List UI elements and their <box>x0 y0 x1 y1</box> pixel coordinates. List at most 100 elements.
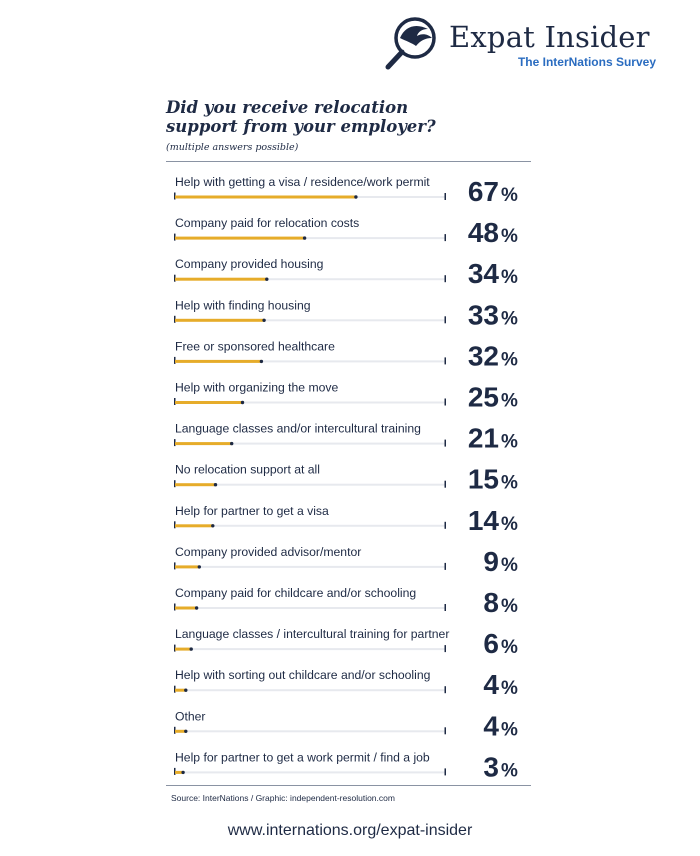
value-label: 9 <box>483 546 499 577</box>
chart-subtitle: (multiple answers possible) <box>166 142 299 153</box>
bar-end-marker <box>240 400 245 405</box>
bar-start-tick <box>174 356 176 364</box>
value-unit: % <box>501 267 518 288</box>
bar-start-tick <box>174 685 176 693</box>
magnifier-bird-icon <box>385 17 436 70</box>
bar-end-tick <box>444 316 446 324</box>
category-label: Help with getting a visa / residence/wor… <box>175 175 430 189</box>
bar-end-tick <box>444 562 446 570</box>
bar-end-marker <box>230 441 234 446</box>
brand-logo-block: Expat Insider The InterNations Survey <box>383 14 668 74</box>
category-label: Help with sorting out childcare and/or s… <box>175 668 430 682</box>
footer-url[interactable]: www.internations.org/expat-insider <box>227 822 473 839</box>
bar <box>175 770 184 774</box>
bar-end-marker <box>262 318 266 322</box>
bar-end-tick <box>444 604 446 611</box>
bar-start-tick <box>174 398 176 405</box>
bar-track <box>175 360 445 363</box>
value-label: 33 <box>468 299 499 330</box>
bar-end-marker <box>211 524 215 528</box>
value-unit: % <box>501 596 518 617</box>
bar-start-tick <box>174 603 176 611</box>
bar-start-tick <box>174 480 176 488</box>
value-label: 48 <box>468 217 499 248</box>
bar-track <box>175 278 445 281</box>
bar-end-tick <box>444 768 446 776</box>
value-label: 25 <box>468 382 499 413</box>
bar <box>175 606 197 610</box>
bar-track <box>175 319 445 322</box>
bar <box>175 729 186 733</box>
value-unit: % <box>501 391 518 412</box>
bar-track <box>175 524 445 527</box>
bar-end-marker <box>259 359 264 364</box>
bar <box>175 359 262 363</box>
bar-start-tick <box>174 439 176 447</box>
bar-start-tick <box>174 726 176 734</box>
bottom-divider <box>166 785 531 786</box>
bar <box>175 524 213 528</box>
bar-end-tick <box>444 398 446 406</box>
bar-track <box>175 730 445 733</box>
value-label: 4 <box>483 710 499 741</box>
brand-name: Expat Insider <box>449 20 650 54</box>
bar <box>175 688 186 692</box>
value-label: 6 <box>483 628 499 659</box>
bar-start-tick <box>174 644 176 652</box>
source-note: Source: InterNations / Graphic: independ… <box>171 793 395 803</box>
bar-end-marker <box>354 195 358 199</box>
category-label: Language classes / intercultural trainin… <box>175 627 449 641</box>
bar-start-tick <box>174 233 176 241</box>
bar-end-marker <box>194 606 199 610</box>
bar-start-tick <box>174 562 176 570</box>
category-label: Language classes and/or intercultural tr… <box>175 422 421 436</box>
value-label: 15 <box>468 464 499 495</box>
value-label: 4 <box>483 669 499 700</box>
bar-start-tick <box>174 192 176 200</box>
bar-end-tick <box>444 686 446 694</box>
bar-track <box>175 565 445 568</box>
bar-track <box>175 483 445 486</box>
category-label: Company provided advisor/mentor <box>175 545 361 559</box>
value-unit: % <box>501 555 518 576</box>
category-label: Free or sponsored healthcare <box>175 339 335 353</box>
value-label: 14 <box>468 505 500 536</box>
bar <box>175 195 356 199</box>
chart-title: Did you receive relocation support from … <box>166 98 466 136</box>
category-label: Help for partner to get a visa <box>175 504 329 518</box>
category-label: Other <box>175 709 205 723</box>
value-label: 21 <box>468 423 499 454</box>
chart-title-text: Did you receive relocation support from … <box>166 98 436 136</box>
category-label: Company paid for childcare and/or school… <box>175 586 416 600</box>
value-unit: % <box>501 432 518 453</box>
value-unit: % <box>501 719 518 740</box>
bar-end-tick <box>444 439 446 447</box>
bar-start-tick <box>174 315 176 323</box>
top-divider <box>166 161 531 162</box>
bar-end-marker <box>189 647 193 651</box>
bar-start-tick <box>174 521 176 529</box>
bar-track <box>175 607 445 609</box>
value-label: 8 <box>483 587 499 618</box>
bar <box>175 483 216 487</box>
category-label: Help with finding housing <box>175 298 311 312</box>
bar <box>175 236 305 240</box>
bar-track <box>175 442 445 445</box>
bar <box>175 647 192 651</box>
value-unit: % <box>501 637 518 658</box>
value-label: 34 <box>468 258 500 289</box>
value-label: 3 <box>483 751 499 782</box>
bar-end-tick <box>444 727 446 735</box>
category-label: No relocation support at all <box>175 463 320 477</box>
bar-end-marker <box>197 565 201 569</box>
value-unit: % <box>501 760 518 781</box>
bar-end-tick <box>444 193 446 200</box>
bar-end-tick <box>444 275 446 283</box>
value-unit: % <box>501 185 518 206</box>
value-label: 67 <box>468 176 499 207</box>
value-label: 32 <box>468 340 499 371</box>
bar-end-tick <box>444 521 446 529</box>
bar-end-tick <box>444 480 446 488</box>
bar-end-marker <box>302 236 307 240</box>
